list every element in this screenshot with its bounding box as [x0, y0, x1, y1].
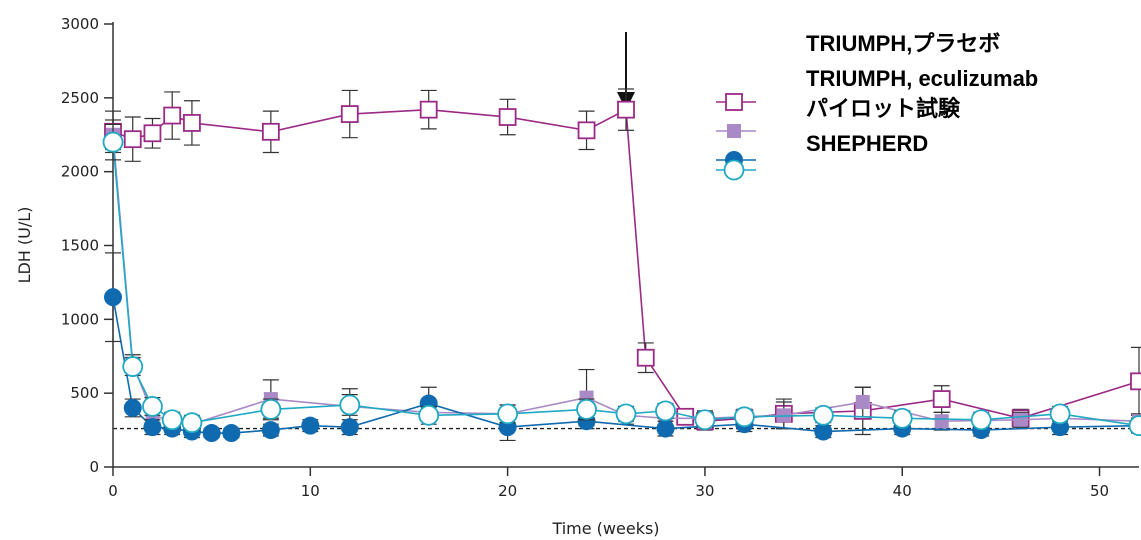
data-point — [694, 409, 716, 431]
series-line — [112, 142, 1140, 427]
data-point — [812, 404, 834, 426]
y-tick-label: 2000 — [61, 163, 99, 181]
x-tick-label: 0 — [108, 482, 118, 500]
data-point — [733, 406, 755, 428]
data-point — [301, 416, 320, 435]
series-1 — [104, 88, 1141, 436]
axes: 0 500 1000 1500 2000 2500 3000 0 10 20 30 40 50 — [61, 15, 1139, 500]
data-point — [577, 121, 596, 140]
data-point — [143, 418, 162, 437]
data-point — [1128, 415, 1141, 437]
data-point — [163, 106, 182, 125]
data-point — [183, 114, 201, 132]
data-point — [615, 403, 637, 425]
x-tick-label: 40 — [893, 482, 912, 500]
data-point — [142, 396, 163, 417]
x-tick-label: 50 — [1090, 482, 1109, 500]
series-2 — [105, 119, 1141, 433]
data-point — [1049, 403, 1071, 425]
data-point — [1130, 372, 1141, 391]
y-tick-label: 0 — [89, 458, 99, 476]
data-point — [497, 403, 519, 425]
legend-label: TRIUMPH, eculizumab — [806, 66, 1038, 91]
series-4 — [102, 123, 1141, 437]
data-point — [655, 400, 676, 422]
y-tick-label: 3000 — [61, 15, 99, 33]
legend-marker — [723, 159, 745, 181]
data-point — [222, 424, 241, 443]
data-point — [656, 419, 675, 438]
y-tick-label: 2500 — [61, 89, 99, 107]
data-point — [123, 130, 142, 149]
y-axis-label: LDH (U/L) — [15, 207, 34, 284]
data-point — [419, 100, 438, 119]
data-point — [104, 288, 122, 307]
series-line — [112, 134, 1140, 425]
data-point — [260, 399, 282, 420]
data-point — [123, 398, 142, 417]
data-point — [576, 399, 597, 420]
data-point — [418, 404, 440, 426]
data-point — [102, 131, 124, 153]
data-point — [122, 356, 144, 377]
data-point — [498, 108, 517, 126]
data-point — [143, 124, 162, 143]
data-point — [261, 421, 280, 440]
data-point — [1013, 412, 1028, 427]
data-point — [202, 424, 221, 443]
data-point — [340, 418, 359, 437]
data-point — [339, 394, 361, 416]
legend-marker — [727, 124, 741, 138]
legend-label: パイロット試験 — [806, 96, 961, 121]
data-point — [891, 407, 913, 429]
data-point — [855, 395, 870, 410]
data-point — [181, 412, 203, 434]
legend-label: TRIUMPH,プラセボ — [806, 31, 1000, 56]
data-point — [934, 414, 949, 429]
data-point — [340, 105, 359, 123]
data-point — [161, 409, 183, 431]
data-point — [617, 100, 635, 119]
data-point — [814, 422, 833, 441]
series-line — [112, 108, 1140, 423]
data-point — [261, 122, 280, 141]
data-point — [636, 348, 655, 367]
legend: TRIUMPH,プラセボ TRIUMPH, eculizumab パイロット試験 SH… — [716, 31, 1038, 181]
y-tick-label: 500 — [70, 384, 99, 402]
y-tick-label: 1500 — [61, 237, 99, 255]
x-tick-label: 30 — [695, 482, 714, 500]
series-layer — [102, 88, 1141, 443]
x-axis-label: Time (weeks) — [551, 519, 659, 538]
data-point — [970, 409, 992, 431]
x-tick-label: 20 — [498, 482, 517, 500]
y-tick-label: 1000 — [61, 310, 99, 328]
legend-marker — [725, 93, 743, 111]
x-tick-label: 10 — [301, 482, 320, 500]
data-point — [932, 390, 951, 408]
legend-label: SHEPHERD — [806, 131, 928, 156]
